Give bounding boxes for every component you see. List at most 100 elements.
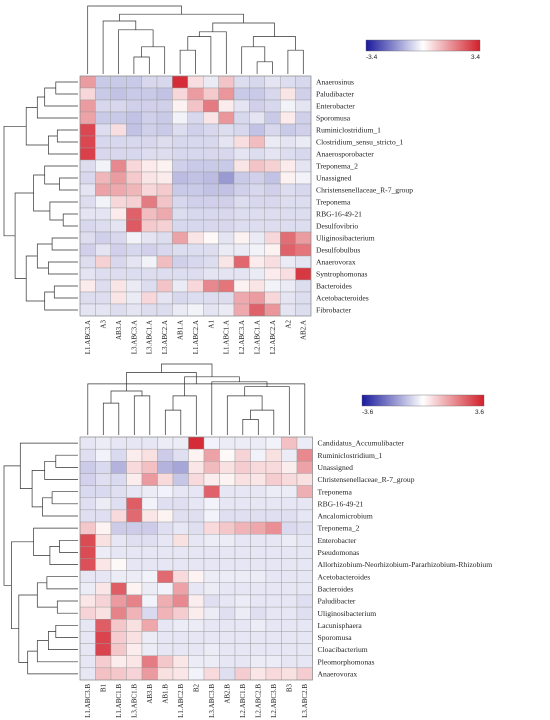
heatmap-cell: [126, 534, 143, 547]
heatmap-cell: [203, 485, 220, 498]
heatmap-cell: [219, 655, 236, 669]
heatmap-cell: [219, 521, 236, 535]
heatmap-cell: [234, 497, 251, 511]
heatmap-cell: [280, 291, 296, 305]
row-label: Christensenellaceae_R-7_group: [318, 475, 415, 484]
heatmap-cell: [233, 111, 250, 125]
row-label: Uliginosibacterium: [316, 234, 375, 243]
heatmap-cell: [156, 159, 173, 173]
heatmap-cell: [264, 171, 281, 185]
column-dendrogram-branch: [250, 409, 275, 435]
heatmap-cell: [280, 303, 296, 317]
column-dendrogram-branch: [241, 46, 266, 74]
heatmap-cell: [296, 606, 313, 620]
heatmap-cell: [281, 558, 298, 571]
row-label: Lacunisphaera: [318, 621, 363, 630]
heatmap-cell: [295, 171, 312, 185]
heatmap-cell: [172, 558, 189, 571]
heatmap-cell: [95, 509, 112, 523]
heatmap-cell: [79, 243, 96, 257]
heatmap-cell: [172, 570, 189, 584]
row-label: Desulfobulbus: [316, 246, 360, 255]
heatmap-cell: [264, 99, 281, 113]
heatmap-cell: [95, 207, 112, 221]
heatmap-cell: [141, 123, 158, 137]
heatmap-cell: [296, 534, 313, 547]
heatmap-cell: [110, 570, 127, 584]
colorbar: [365, 39, 481, 52]
row-label: RBG-16-49-21: [316, 210, 362, 219]
heatmap-cell: [110, 279, 127, 293]
row-dendrogram-branch: [55, 454, 78, 468]
heatmap-cell: [265, 509, 282, 523]
heatmap-cell: [141, 436, 158, 450]
heatmap-cell: [157, 546, 174, 559]
heatmap-cell: [234, 546, 251, 559]
heatmap-cell: [110, 291, 127, 305]
heatmap-cell: [250, 643, 267, 656]
heatmap-cell: [110, 619, 127, 632]
heatmap-cell: [281, 448, 298, 462]
heatmap-cell: [249, 111, 265, 125]
heatmap-cell: [203, 582, 220, 596]
heatmap-cell: [172, 111, 188, 125]
heatmap-cell: [234, 473, 251, 486]
heatmap-cell: [126, 448, 143, 462]
row-label: Fibrobacter: [316, 306, 351, 315]
column-dendrogram-branch: [211, 381, 268, 435]
heatmap-cell: [187, 147, 204, 161]
column-label: L2.ABC2.B: [255, 684, 263, 718]
heatmap-cell: [110, 135, 127, 149]
heatmap-cell: [187, 255, 204, 269]
row-dendrogram-branch: [33, 527, 78, 556]
heatmap-cell: [296, 655, 313, 669]
heatmap-cell: [203, 461, 220, 474]
heatmap-cell: [265, 485, 282, 498]
heatmap-cell: [110, 485, 127, 498]
heatmap-cell: [156, 171, 173, 185]
heatmap-cell: [295, 207, 312, 221]
row-label: Treponema: [316, 198, 351, 207]
row-label: Acetobacteroides: [318, 572, 371, 581]
heatmap-cell: [110, 436, 127, 450]
heatmap-cell: [110, 594, 127, 608]
heatmap-cell: [157, 485, 174, 498]
heatmap-cell: [296, 631, 313, 644]
heatmap-cell: [234, 631, 251, 644]
column-dendrogram-branch: [179, 49, 196, 74]
row-label: Bacteroides: [318, 584, 354, 593]
heatmap-cell: [95, 667, 112, 681]
column-label: L3.ABC2.A: [161, 320, 169, 354]
heatmap-cell: [110, 195, 127, 209]
column-label: A3: [100, 320, 108, 329]
heatmap-cell: [219, 606, 236, 620]
row-label: Unassigned: [316, 174, 352, 183]
column-dendrogram-branch: [226, 395, 263, 435]
heatmap-cell: [141, 521, 158, 535]
heatmap-cell: [95, 75, 112, 89]
heatmap-cell: [79, 509, 96, 523]
column-label: L1.ABC3.A: [84, 320, 92, 354]
heatmap-cell: [141, 631, 158, 644]
heatmap-cell: [110, 183, 127, 197]
heatmap-cell: [156, 303, 173, 317]
heatmap-cell: [188, 509, 205, 523]
row-label: Ruminiclostridium_1: [316, 126, 381, 135]
heatmap-cell: [126, 473, 143, 486]
heatmap-cell: [110, 147, 127, 161]
heatmap-cell: [188, 485, 205, 498]
heatmap-cell: [95, 534, 112, 547]
heatmap-cell: [156, 231, 173, 245]
row-label: Unassigned: [318, 463, 354, 472]
heatmap-cell: [157, 436, 174, 450]
row-label: Treponema_2: [318, 524, 360, 533]
heatmap-cell: [95, 521, 112, 535]
heatmap-cell: [172, 279, 188, 293]
heatmap-cell: [265, 521, 282, 535]
row-label: Anaerosinus: [316, 78, 354, 87]
heatmap-cell: [219, 667, 236, 681]
heatmap-cell: [188, 497, 205, 511]
column-dendrogram-branch: [118, 29, 154, 74]
row-dendrogram-branch: [33, 174, 50, 212]
heatmap-cell: [141, 606, 158, 620]
